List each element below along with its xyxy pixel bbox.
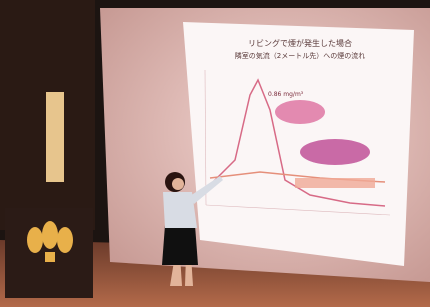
slide-subtitle: 隣室の気流（2メートル先）への煙の流れ — [235, 51, 365, 60]
callout — [275, 100, 325, 124]
callout — [300, 139, 370, 165]
photo: リビングで煙が発生した場合 隣室の気流（2メートル先）への煙の流れ 0.86 m… — [0, 0, 430, 307]
annotation: 0.86 mg/m³ — [268, 91, 304, 98]
lit-panel — [46, 92, 64, 182]
plot-band — [295, 178, 375, 188]
slide-title: リビングで煙が発生した場合 — [248, 38, 352, 48]
page: リビングで煙が発生した場合 隣室の気流（2メートル先）への煙の流れ 0.86 m… — [0, 0, 430, 307]
